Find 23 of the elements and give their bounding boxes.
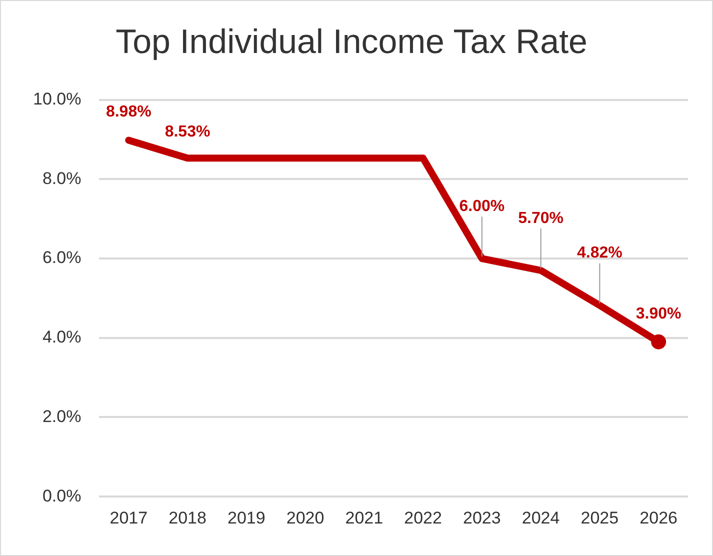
y-tick-label: 6.0% (42, 248, 82, 268)
data-label: 5.70% (518, 210, 564, 227)
x-tick-label: 2025 (580, 508, 619, 528)
data-label: 8.98% (106, 104, 152, 121)
x-tick-label: 2020 (286, 508, 324, 528)
x-tick-label: 2024 (522, 508, 560, 528)
y-tick-label: 0.0% (42, 486, 82, 506)
data-label: 4.82% (576, 244, 622, 262)
y-tick-label: 10.0% (33, 89, 82, 108)
data-label: 6.00% (459, 198, 505, 215)
x-tick-label: 2018 (168, 508, 206, 528)
x-tick-label: 2019 (227, 508, 266, 528)
x-tick-label: 2017 (110, 508, 148, 528)
data-label: 8.53% (164, 124, 210, 141)
x-tick-label: 2022 (404, 508, 442, 528)
y-tick-label: 2.0% (42, 406, 82, 426)
y-tick-label: 4.0% (42, 328, 82, 347)
chart-title: Top Individual Income Tax Rate (116, 22, 588, 61)
data-label: 3.90% (636, 305, 682, 322)
x-tick-label: 2021 (345, 508, 384, 528)
x-tick-label: 2026 (640, 508, 678, 528)
y-tick-label: 8.0% (42, 168, 82, 188)
x-tick-label: 2023 (463, 508, 501, 528)
